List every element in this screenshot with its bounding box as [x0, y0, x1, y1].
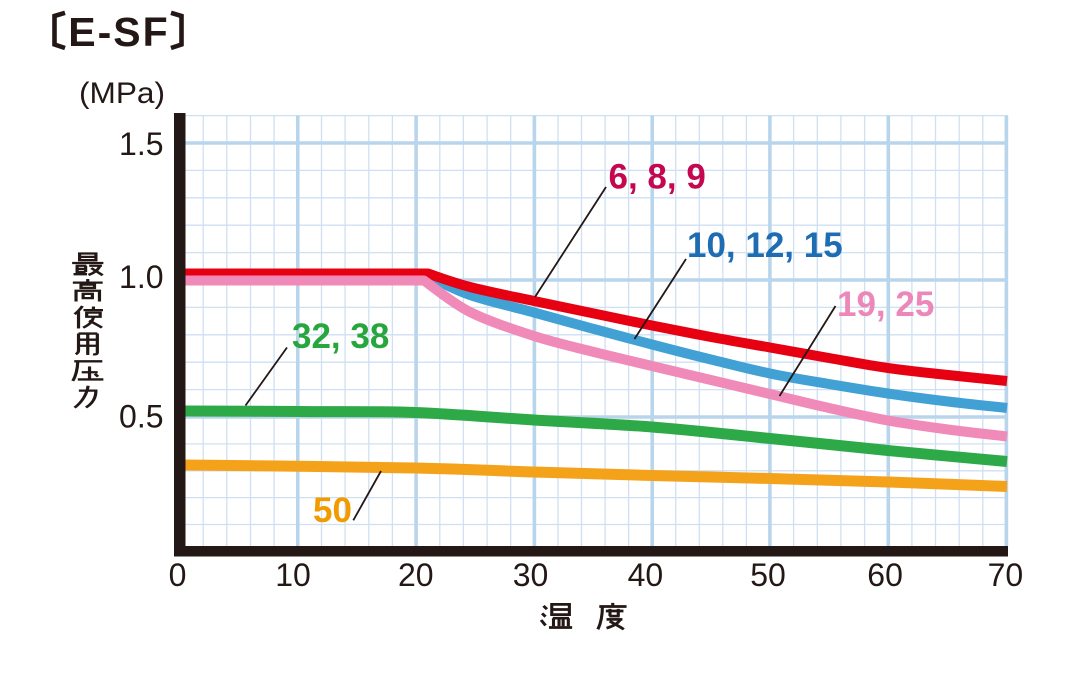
svg-text:50: 50: [750, 557, 786, 593]
svg-text:0: 0: [169, 557, 187, 593]
svg-text:60: 60: [867, 557, 903, 593]
svg-text:19, 25: 19, 25: [837, 285, 934, 324]
svg-text:6, 8, 9: 6, 8, 9: [609, 158, 706, 197]
svg-text:10: 10: [275, 557, 311, 593]
svg-text:20: 20: [398, 557, 434, 593]
svg-text:50: 50: [313, 491, 352, 530]
svg-text:32, 38: 32, 38: [292, 317, 389, 356]
svg-text:1.0: 1.0: [119, 259, 163, 295]
svg-text:10, 12, 15: 10, 12, 15: [687, 226, 843, 265]
svg-text:1.5: 1.5: [119, 126, 163, 162]
svg-text:0.5: 0.5: [119, 399, 163, 435]
svg-text:40: 40: [628, 557, 664, 593]
svg-text:(MPa): (MPa): [79, 77, 165, 110]
svg-text:30: 30: [513, 557, 549, 593]
svg-text:E-SF: E-SF: [68, 9, 169, 55]
svg-text:70: 70: [988, 557, 1024, 593]
